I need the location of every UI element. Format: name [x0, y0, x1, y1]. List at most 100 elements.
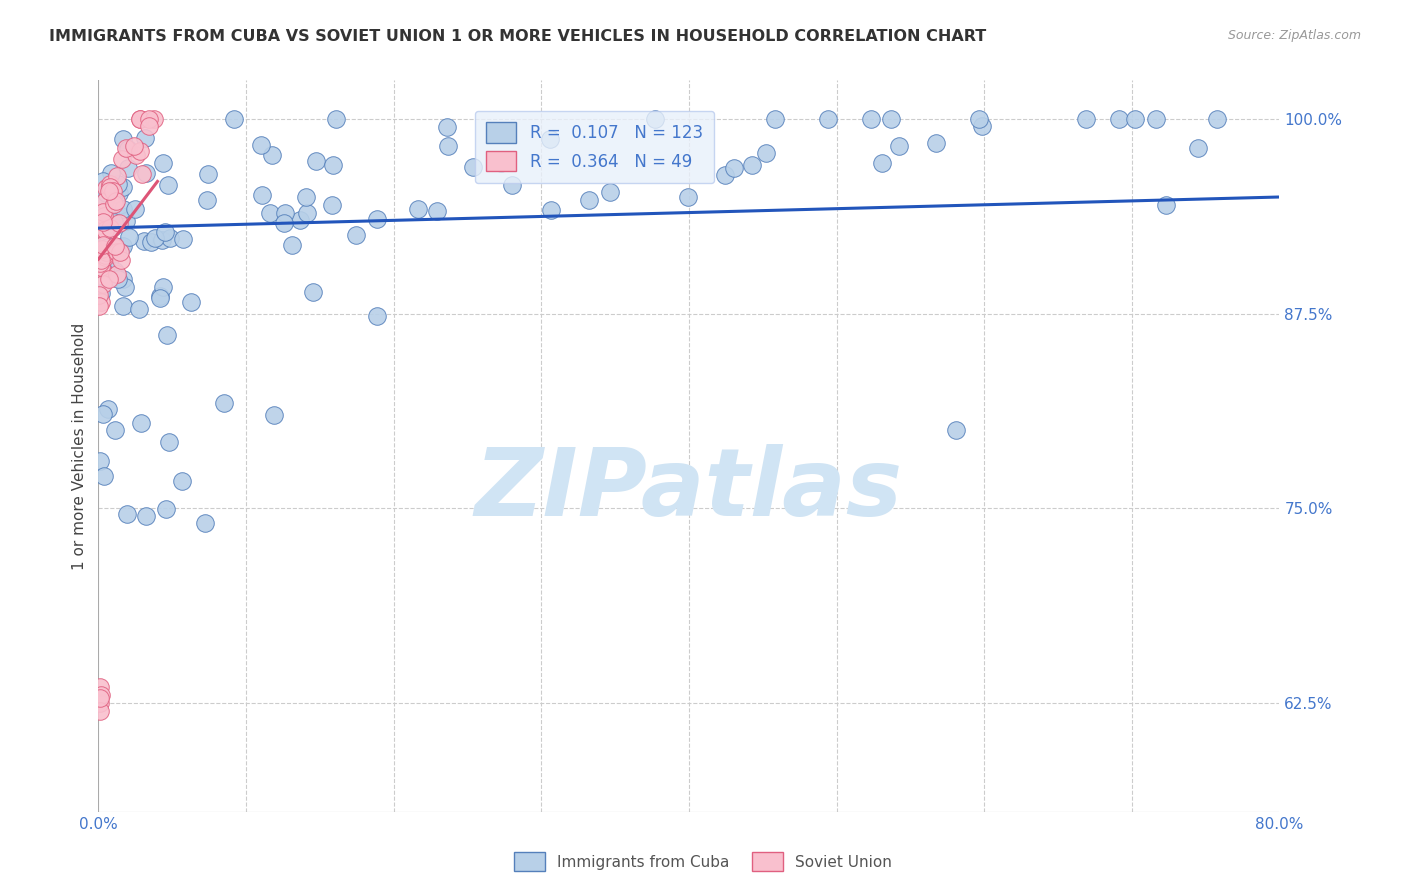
Point	[135, 166, 157, 180]
Point	[110, 209, 132, 223]
Point	[104, 238, 127, 252]
Point	[817, 112, 839, 127]
Point	[100, 166, 122, 180]
Point	[89, 299, 111, 313]
Point	[366, 211, 388, 226]
Point	[197, 168, 219, 182]
Y-axis label: 1 or more Vehicles in Household: 1 or more Vehicles in Household	[72, 322, 87, 570]
Point	[194, 516, 217, 531]
Point	[104, 241, 127, 255]
Point	[305, 154, 328, 169]
Point	[94, 259, 117, 273]
Point	[149, 288, 172, 302]
Point	[98, 178, 121, 192]
Point	[90, 286, 112, 301]
Point	[1074, 112, 1097, 127]
Point	[250, 187, 273, 202]
Point	[134, 131, 156, 145]
Point	[1205, 112, 1227, 127]
Point	[91, 407, 114, 421]
Point	[157, 435, 180, 450]
Point	[763, 112, 786, 127]
Point	[741, 158, 763, 172]
Point	[114, 280, 136, 294]
Point	[1154, 198, 1177, 212]
Point	[105, 169, 128, 184]
Point	[288, 212, 311, 227]
Point	[860, 112, 883, 127]
Point	[112, 132, 135, 146]
Point	[111, 152, 134, 166]
Point	[101, 184, 124, 198]
Point	[107, 272, 129, 286]
Point	[89, 454, 111, 468]
Point	[145, 231, 167, 245]
Point	[212, 396, 235, 410]
Point	[155, 501, 177, 516]
Point	[406, 202, 429, 216]
Point	[967, 112, 990, 127]
Point	[103, 219, 125, 234]
Point	[117, 161, 139, 176]
Point	[112, 299, 135, 313]
Point	[110, 244, 132, 259]
Point	[96, 218, 118, 232]
Point	[925, 136, 948, 150]
Point	[110, 240, 132, 254]
Point	[103, 240, 125, 254]
Point	[90, 260, 112, 274]
Point	[344, 227, 367, 242]
Point	[118, 229, 141, 244]
Point	[111, 239, 134, 253]
Point	[89, 287, 111, 301]
Point	[280, 238, 302, 252]
Point	[501, 178, 523, 192]
Point	[138, 112, 160, 127]
Point	[91, 260, 114, 275]
Point	[129, 144, 152, 158]
Point	[155, 225, 177, 239]
Point	[100, 179, 122, 194]
Point	[112, 272, 135, 286]
Point	[93, 469, 115, 483]
Point	[93, 210, 115, 224]
Point	[98, 272, 121, 286]
Point	[260, 148, 283, 162]
Point	[100, 209, 122, 223]
Point	[91, 238, 114, 252]
Point	[723, 161, 745, 175]
Point	[91, 174, 114, 188]
Point	[149, 291, 172, 305]
Point	[122, 139, 145, 153]
Point	[89, 221, 111, 235]
Point	[90, 252, 112, 267]
Text: IMMIGRANTS FROM CUBA VS SOVIET UNION 1 OR MORE VEHICLES IN HOUSEHOLD CORRELATION: IMMIGRANTS FROM CUBA VS SOVIET UNION 1 O…	[49, 29, 987, 44]
Point	[110, 252, 132, 267]
Point	[98, 221, 121, 235]
Point	[1187, 141, 1209, 155]
Point	[104, 423, 127, 437]
Point	[128, 302, 150, 317]
Point	[91, 242, 114, 256]
Point	[172, 232, 194, 246]
Point	[97, 401, 120, 416]
Point	[131, 167, 153, 181]
Point	[107, 178, 129, 192]
Point	[1123, 112, 1146, 127]
Point	[273, 216, 295, 230]
Point	[540, 202, 562, 217]
Point	[489, 156, 512, 170]
Point	[91, 205, 114, 219]
Point	[755, 146, 778, 161]
Point	[134, 234, 156, 248]
Point	[180, 295, 202, 310]
Point	[676, 190, 699, 204]
Point	[124, 202, 146, 216]
Point	[111, 179, 134, 194]
Point	[91, 261, 114, 276]
Point	[94, 223, 117, 237]
Point	[93, 211, 115, 226]
Point	[103, 265, 125, 279]
Point	[117, 142, 139, 156]
Point	[89, 680, 111, 694]
